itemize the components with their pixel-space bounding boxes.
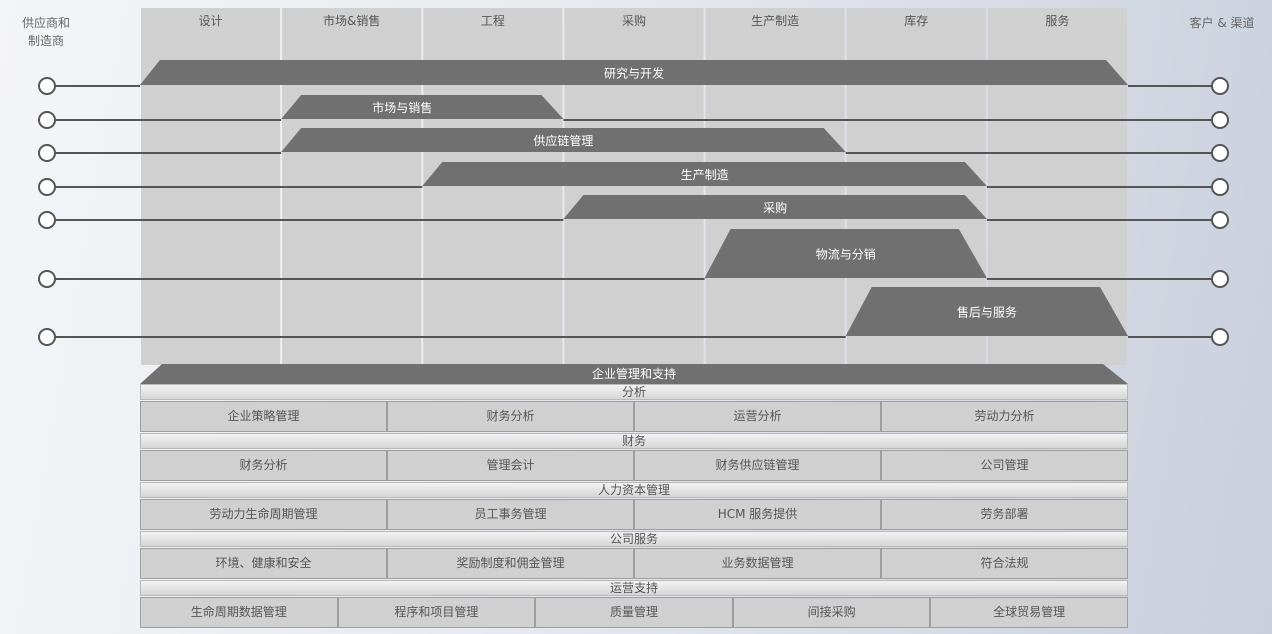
node-right xyxy=(1211,144,1229,162)
band-6 xyxy=(845,287,1128,336)
section-row: 劳动力生命周期管理 员工事务管理 HCM 服务提供 劳务部署 xyxy=(140,499,1128,530)
capability-cell: 业务数据管理 xyxy=(634,548,881,579)
node-left xyxy=(38,328,56,346)
capability-cell: 财务供应链管理 xyxy=(634,450,881,481)
node-right xyxy=(1211,270,1229,288)
band-label: 售后与服务 xyxy=(957,305,1017,320)
capability-cell: 奖励制度和佣金管理 xyxy=(387,548,634,579)
node-left xyxy=(38,144,56,162)
node-left xyxy=(38,111,56,129)
capability-cell: 符合法规 xyxy=(881,548,1128,579)
capability-cell: 企业策略管理 xyxy=(140,401,387,432)
section-header: 公司服务 xyxy=(140,531,1128,547)
section-header: 财务 xyxy=(140,433,1128,449)
band-label: 市场与销售 xyxy=(372,100,432,115)
column-header: 库存 xyxy=(904,13,928,28)
capability-cell: 生命周期数据管理 xyxy=(140,597,338,628)
enterprise-band xyxy=(140,364,1128,384)
column-header: 设计 xyxy=(199,14,223,28)
band-0 xyxy=(140,60,1128,85)
node-right xyxy=(1211,111,1229,129)
capability-cell: 环境、健康和安全 xyxy=(140,548,387,579)
section-row: 企业策略管理 财务分析 运营分析 劳动力分析 xyxy=(140,401,1128,432)
node-left xyxy=(38,178,56,196)
node-right xyxy=(1211,211,1229,229)
enterprise-support-grid: 分析 企业策略管理 财务分析 运营分析 劳动力分析 财务 财务分析 管理会计 财务供应链管理 公司… xyxy=(140,384,1128,629)
column-header: 生产制造 xyxy=(751,14,799,28)
node-left xyxy=(38,77,56,95)
value-chain-diagram: 设计 市场&销售 工程 采购 生产制造 库存 服务研究与开发市场与销售供应链管理生产制造采购… xyxy=(38,8,1229,384)
band-label: 物流与分销 xyxy=(816,248,876,262)
capability-cell: 质量管理 xyxy=(535,597,733,628)
column-header: 市场&销售 xyxy=(323,13,380,28)
section-row: 财务分析 管理会计 财务供应链管理 公司管理 xyxy=(140,450,1128,481)
section-header: 分析 xyxy=(140,384,1128,400)
band-3 xyxy=(422,162,987,186)
section-row: 环境、健康和安全 奖励制度和佣金管理 业务数据管理 符合法规 xyxy=(140,548,1128,579)
band-4 xyxy=(563,195,987,219)
band-label: 研究与开发 xyxy=(604,66,664,81)
enterprise-band-label: 企业管理和支持 xyxy=(592,366,676,381)
suppliers-label: 供应商和 制造商 xyxy=(21,16,70,48)
capability-cell: 财务分析 xyxy=(387,401,634,432)
node-left xyxy=(38,270,56,288)
band-label: 采购 xyxy=(763,200,787,215)
band-2 xyxy=(281,128,846,152)
customers-label: 客户 & 渠道 xyxy=(1189,16,1255,30)
capability-cell: 间接采购 xyxy=(732,597,931,628)
column-header: 工程 xyxy=(481,13,505,28)
column-header: 服务 xyxy=(1045,13,1069,28)
capability-cell: 公司管理 xyxy=(881,450,1128,481)
capability-cell: 劳动力分析 xyxy=(881,401,1128,432)
capability-cell: 劳动力生命周期管理 xyxy=(140,499,387,530)
section-header: 人力资本管理 xyxy=(140,482,1128,498)
section-header: 运营支持 xyxy=(140,580,1128,596)
section-row: 生命周期数据管理 程序和项目管理 质量管理 间接采购 全球贸易管理 xyxy=(140,597,1128,628)
capability-cell: 劳务部署 xyxy=(881,499,1128,530)
capability-cell: 管理会计 xyxy=(387,450,634,481)
capability-cell: 全球贸易管理 xyxy=(930,597,1128,628)
node-left xyxy=(38,211,56,229)
capability-cell: 运营分析 xyxy=(634,401,881,432)
band-5 xyxy=(704,229,987,278)
band-label: 供应链管理 xyxy=(533,133,593,148)
capability-cell: 员工事务管理 xyxy=(387,499,634,530)
node-right xyxy=(1211,328,1229,346)
band-label: 生产制造 xyxy=(681,168,729,182)
capability-cell: 财务分析 xyxy=(140,450,387,481)
capability-cell: 程序和项目管理 xyxy=(337,597,536,628)
node-right xyxy=(1211,77,1229,95)
column-header: 采购 xyxy=(622,13,646,28)
band-1 xyxy=(281,95,564,119)
node-right xyxy=(1211,178,1229,196)
capability-cell: HCM 服务提供 xyxy=(634,499,881,530)
